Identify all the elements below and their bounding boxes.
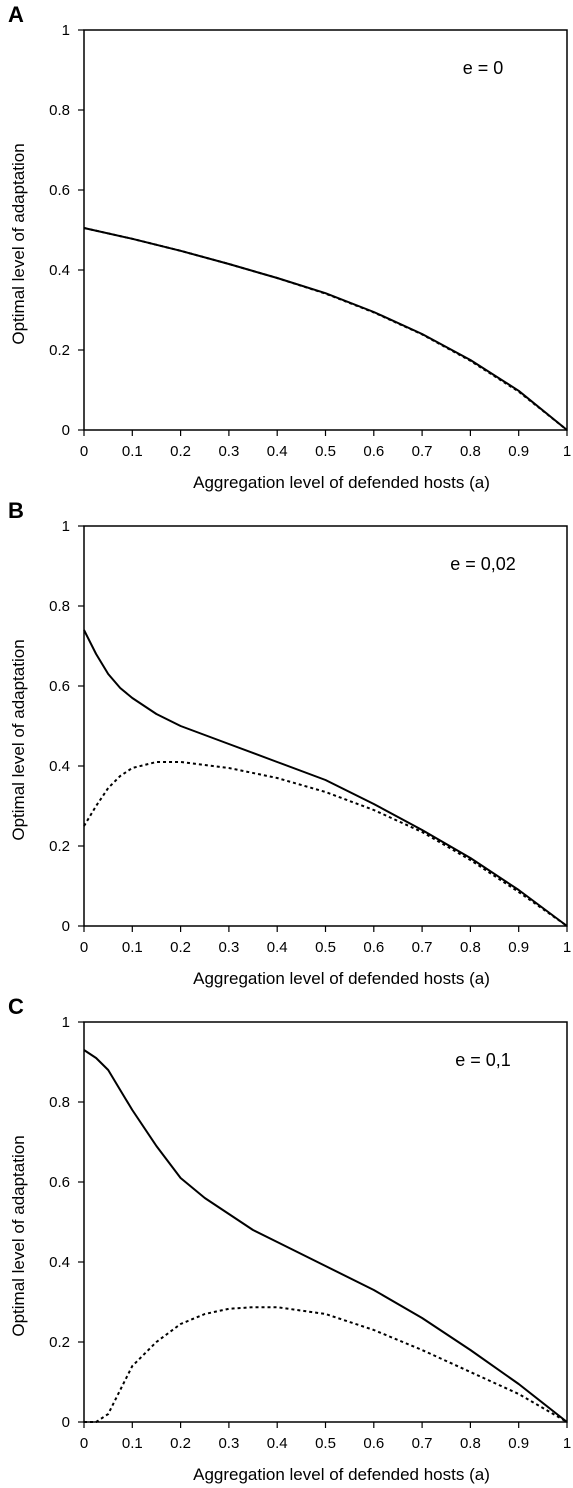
y-tick-label: 0.2 [49,1334,70,1351]
y-tick-label: 0.8 [49,598,70,615]
plot-frame [83,29,568,431]
x-tick-label: 0.5 [315,443,336,460]
x-tick-label: 0.2 [170,443,191,460]
chart-svg: 0 0.1 0.2 0.3 0.4 0.5 0.6 0.7 0.8 0.9 1 0 0.2 0.4 0.6 0… [9,518,571,988]
series-line-solid [83,1049,568,1423]
x-axis-label: Aggregation level of defended hosts (a) [193,969,490,988]
x-tick-label: 0.8 [460,1435,481,1452]
panel-label: B [8,498,24,523]
x-tick-label: 0.3 [218,1435,239,1452]
x-tick-label: 0.7 [412,939,433,956]
y-tick-label: 0.4 [49,262,70,279]
x-tick-label: 0 [80,443,88,460]
x-tick-label: 0.8 [460,939,481,956]
annotation-label: e = 0,02 [450,554,516,574]
chart-panel-c: C 0 0.1 0.2 0.3 0.4 0.5 0.6 0.7 0.8 0.9 1 0 0.2 0.4 0.… [0,992,573,1488]
y-tick-label: 0.4 [49,758,70,775]
x-tick-label: 0.5 [315,1435,336,1452]
x-tick-label: 0.9 [508,939,529,956]
y-tick-label: 0.2 [49,342,70,359]
y-axis-label: Optimal level of adaptation [9,1135,28,1336]
y-tick-label: 0.6 [49,678,70,695]
series-line-dotted [83,227,568,431]
y-tick-label: 0.6 [49,1174,70,1191]
chart-panel-b: B 0 0.1 0.2 0.3 0.4 0.5 0.6 0.7 0.8 0.9 1 0 0.2 0.4 0.… [0,496,573,992]
x-tick-label: 0 [80,939,88,956]
series-line-dotted [84,1306,568,1423]
x-tick-label: 1 [563,1435,571,1452]
y-tick-label: 0 [62,918,70,935]
x-tick-label: 0.9 [508,1435,529,1452]
chart-svg: 0 0.1 0.2 0.3 0.4 0.5 0.6 0.7 0.8 0.9 1 0 0.2 0.4 0.6 0… [9,22,571,492]
y-tick-label: 1 [62,1014,70,1031]
y-tick-label: 0.4 [49,1254,70,1271]
x-tick-label: 0.1 [122,1435,143,1452]
x-tick-label: 0.4 [267,1435,288,1452]
x-tick-label: 0.3 [218,939,239,956]
x-tick-label: 0.2 [170,939,191,956]
y-tick-label: 0.2 [49,838,70,855]
x-tick-label: 0.3 [218,443,239,460]
x-tick-label: 0.6 [363,939,384,956]
plot-frame [83,525,568,927]
panel-label: A [8,2,24,27]
x-tick-label: 0.7 [412,1435,433,1452]
x-tick-label: 1 [563,443,571,460]
y-tick-label: 0.6 [49,182,70,199]
x-tick-label: 0.1 [122,939,143,956]
x-tick-label: 1 [563,939,571,956]
y-tick-label: 0.8 [49,102,70,119]
x-tick-label: 0.6 [363,1435,384,1452]
y-tick-label: 0 [62,1414,70,1431]
chart-panel-a: A 0 0.1 0.2 0.3 0.4 0.5 0.6 0.7 0.8 0.9 1 0 0.2 0.4 0.… [0,0,573,496]
y-tick-label: 0 [62,422,70,439]
x-tick-label: 0.8 [460,443,481,460]
y-tick-label: 0.8 [49,1094,70,1111]
x-axis-label: Aggregation level of defended hosts (a) [193,1465,490,1484]
y-axis-label: Optimal level of adaptation [9,639,28,840]
chart-svg: 0 0.1 0.2 0.3 0.4 0.5 0.6 0.7 0.8 0.9 1 0 0.2 0.4 0.6 0… [9,1014,571,1484]
x-tick-label: 0.6 [363,443,384,460]
annotation-label: e = 0,1 [455,1050,511,1070]
series-line-solid [83,629,568,927]
y-tick-label: 1 [62,22,70,39]
x-tick-label: 0.7 [412,443,433,460]
x-tick-label: 0.2 [170,1435,191,1452]
x-tick-label: 0.9 [508,443,529,460]
y-axis-label: Optimal level of adaptation [9,143,28,344]
x-tick-label: 0.5 [315,939,336,956]
x-tick-label: 0.4 [267,443,288,460]
panel-label: C [8,994,24,1019]
series-line-dotted [83,761,568,927]
x-axis-label: Aggregation level of defended hosts (a) [193,473,490,492]
x-tick-label: 0 [80,1435,88,1452]
plot-frame [83,1021,568,1423]
x-tick-label: 0.4 [267,939,288,956]
annotation-label: e = 0 [463,58,504,78]
x-tick-label: 0.1 [122,443,143,460]
y-tick-label: 1 [62,518,70,535]
series-line-solid [83,227,568,431]
